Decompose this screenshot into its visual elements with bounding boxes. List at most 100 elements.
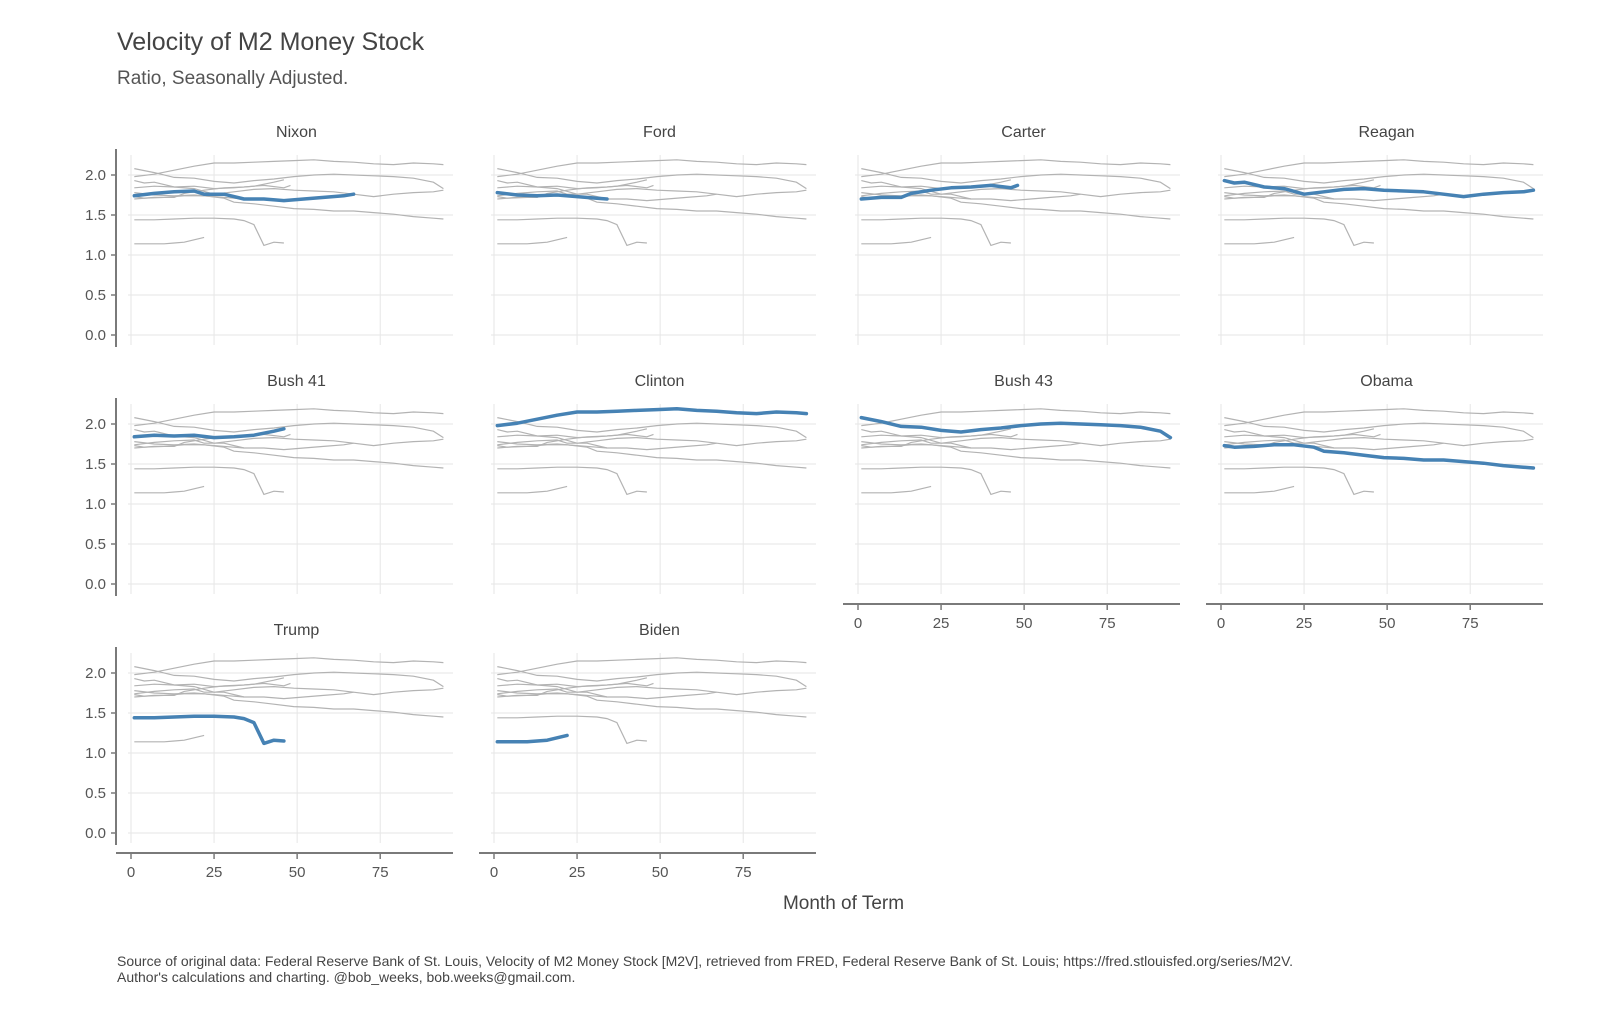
bg-series-bush-43 xyxy=(134,417,444,439)
y-tick-label: 0.0 xyxy=(85,576,106,593)
x-tick-label: 25 xyxy=(206,864,223,881)
bg-series-bush-41 xyxy=(1224,428,1375,439)
x-tick-label: 50 xyxy=(1379,615,1396,632)
bg-series-bush-41 xyxy=(134,179,285,190)
facet-title-trump: Trump xyxy=(274,622,320,639)
x-tick-label: 75 xyxy=(1099,615,1116,632)
facet-title-obama: Obama xyxy=(1360,373,1413,390)
facet-obama: Obama 0 25 50 75 xyxy=(1206,373,1543,632)
highlight-series-biden xyxy=(495,733,569,744)
highlight-series-nixon xyxy=(132,189,356,203)
x-tick-label: 25 xyxy=(1296,615,1313,632)
facet-ford: Ford xyxy=(491,124,816,345)
bg-series-trump xyxy=(861,217,1011,247)
bg-series-bush-43 xyxy=(1224,168,1534,190)
bg-series-biden xyxy=(134,734,205,743)
highlight-series-obama xyxy=(1222,443,1536,470)
y-tick-label: 1.0 xyxy=(85,745,106,762)
y-tick-label: 1.5 xyxy=(85,207,106,224)
bg-series-bush-43 xyxy=(497,417,807,439)
facet-bush-41: Bush 41 0.0 0.5 1.0 1.5 2.0 xyxy=(85,373,453,596)
highlight-series-trump xyxy=(132,714,286,746)
y-tick-label: 1.0 xyxy=(85,496,106,513)
bg-series-clinton xyxy=(861,408,1171,427)
x-tick-label: 0 xyxy=(127,864,135,881)
x-tick-label: 0 xyxy=(490,864,498,881)
x-tick-label: 50 xyxy=(289,864,306,881)
bg-series-ford xyxy=(861,441,972,449)
bg-series-obama xyxy=(497,693,807,718)
x-tick-label: 25 xyxy=(933,615,950,632)
bg-series-clinton xyxy=(134,657,444,676)
x-tick-label: 75 xyxy=(735,864,752,881)
bg-series-obama xyxy=(134,444,444,469)
bg-series-trump xyxy=(1224,217,1374,247)
y-tick-label: 1.0 xyxy=(85,247,106,264)
bg-series-biden xyxy=(497,236,568,245)
facet-clinton: Clinton xyxy=(491,373,816,594)
source-caption: Source of original data: Federal Reserve… xyxy=(117,953,1293,985)
facet-nixon: Nixon 0.0 0.5 1.0 1.5 2.0 xyxy=(85,124,453,347)
bg-series-clinton xyxy=(134,159,444,178)
caption-line-source: Source of original data: Federal Reserve… xyxy=(117,953,1294,969)
bg-series-biden xyxy=(861,485,932,494)
bg-series-obama xyxy=(1224,195,1534,220)
x-axis-label: Month of Term xyxy=(782,893,905,914)
bg-series-trump xyxy=(497,217,647,247)
y-tick-label: 0.5 xyxy=(85,287,106,304)
x-tick-label: 50 xyxy=(652,864,669,881)
bg-series-clinton xyxy=(1224,408,1534,427)
bg-series-clinton xyxy=(1224,159,1534,178)
bg-series-clinton xyxy=(497,159,807,178)
bg-series-bush-41 xyxy=(497,428,648,439)
facet-title-clinton: Clinton xyxy=(635,373,685,390)
bg-series-reagan xyxy=(1224,429,1534,447)
x-tick-label: 0 xyxy=(854,615,862,632)
facet-title-reagan: Reagan xyxy=(1358,124,1414,141)
bg-series-bush-41 xyxy=(134,677,285,688)
y-tick-label: 2.0 xyxy=(85,665,106,682)
chart-title: Velocity of M2 Money Stock xyxy=(117,28,425,56)
bg-series-bush-43 xyxy=(497,168,807,190)
x-tick-label: 50 xyxy=(1016,615,1033,632)
bg-series-reagan xyxy=(134,678,444,696)
bg-series-reagan xyxy=(134,180,444,198)
bg-series-reagan xyxy=(861,429,1171,447)
bg-series-obama xyxy=(497,195,807,220)
bg-series-trump xyxy=(1224,466,1374,496)
facet-title-bush-41: Bush 41 xyxy=(267,373,326,390)
bg-series-obama xyxy=(497,444,807,469)
x-tick-label: 75 xyxy=(372,864,389,881)
highlight-series-bush-43 xyxy=(859,415,1173,440)
bg-series-reagan xyxy=(497,180,807,198)
y-tick-label: 0.5 xyxy=(85,785,106,802)
bg-series-bush-41 xyxy=(497,677,648,688)
facet-biden: Biden 0 25 50 75 xyxy=(479,622,816,881)
bg-series-biden xyxy=(497,485,568,494)
facet-bush-43: Bush 43 0 25 50 75 xyxy=(843,373,1180,632)
chart-subtitle: Ratio, Seasonally Adjusted. xyxy=(117,68,349,89)
bg-series-ford xyxy=(1224,192,1335,200)
highlight-series-clinton xyxy=(495,407,809,428)
bg-series-biden xyxy=(1224,485,1295,494)
facet-reagan: Reagan xyxy=(1218,124,1543,345)
bg-series-clinton xyxy=(134,408,444,427)
bg-series-trump xyxy=(134,217,284,247)
bg-series-clinton xyxy=(497,657,807,676)
x-tick-label: 25 xyxy=(569,864,586,881)
facet-title-carter: Carter xyxy=(1001,124,1046,141)
bg-series-biden xyxy=(134,485,205,494)
facet-title-bush-43: Bush 43 xyxy=(994,373,1053,390)
bg-series-trump xyxy=(497,466,647,496)
bg-series-trump xyxy=(134,466,284,496)
y-tick-label: 2.0 xyxy=(85,416,106,433)
bg-series-biden xyxy=(1224,236,1295,245)
bg-series-clinton xyxy=(861,159,1171,178)
bg-series-ford xyxy=(861,192,972,200)
bg-series-bush-43 xyxy=(134,666,444,688)
bg-series-bush-43 xyxy=(1224,417,1534,439)
x-tick-label: 0 xyxy=(1217,615,1225,632)
bg-series-bush-41 xyxy=(861,428,1012,439)
bg-series-ford xyxy=(134,690,245,698)
